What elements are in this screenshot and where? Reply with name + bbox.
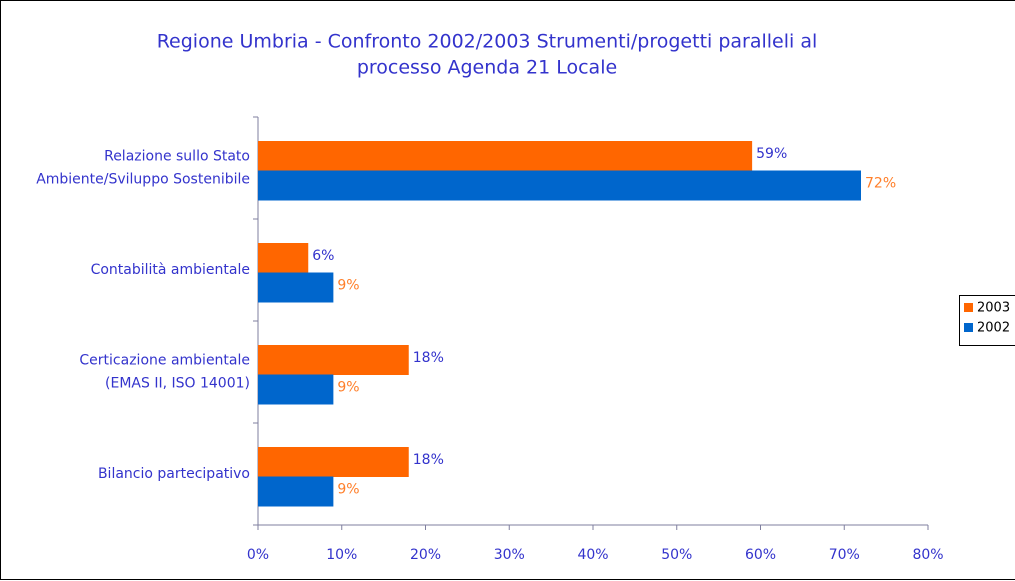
- x-tick-label: 0%: [247, 547, 269, 563]
- y-tick-label: Ambiente/Sviluppo Sostenibile: [36, 172, 250, 188]
- x-tick-label: 20%: [410, 547, 441, 563]
- value-label: 59%: [756, 146, 787, 162]
- legend-swatch: [964, 303, 973, 312]
- bar: [258, 243, 309, 273]
- x-tick-label: 70%: [829, 547, 860, 563]
- value-label: 9%: [337, 482, 359, 498]
- bar: [258, 374, 334, 405]
- bar: [258, 345, 409, 375]
- y-tick-label: (EMAS II, ISO 14001): [105, 376, 250, 392]
- x-tick-label: 50%: [661, 547, 692, 563]
- bar: [258, 170, 861, 201]
- x-tick-label: 10%: [326, 547, 357, 563]
- chart-title: processo Agenda 21 Locale: [357, 57, 617, 79]
- legend-swatch: [964, 323, 973, 332]
- value-label: 9%: [337, 278, 359, 294]
- y-tick-label: Relazione sullo Stato: [104, 149, 250, 165]
- y-tick-label: Bilancio partecipativo: [98, 466, 250, 482]
- x-tick-label: 40%: [577, 547, 608, 563]
- y-tick-label: Certicazione ambientale: [79, 353, 250, 369]
- value-label: 9%: [337, 380, 359, 396]
- value-label: 6%: [312, 248, 334, 264]
- value-label: 72%: [865, 176, 896, 192]
- x-tick-label: 60%: [745, 547, 776, 563]
- bar: [258, 272, 334, 303]
- bar: [258, 476, 334, 507]
- y-tick-label: Contabilità ambientale: [91, 262, 250, 278]
- x-tick-label: 80%: [912, 547, 943, 563]
- bar: [258, 447, 409, 477]
- chart-title: Regione Umbria - Confronto 2002/2003 Str…: [157, 31, 818, 53]
- bar: [258, 141, 753, 171]
- legend-label: 2002: [977, 321, 1010, 336]
- legend-label: 2003: [977, 301, 1010, 316]
- value-label: 18%: [413, 452, 444, 468]
- x-tick-label: 30%: [494, 547, 525, 563]
- value-label: 18%: [413, 350, 444, 366]
